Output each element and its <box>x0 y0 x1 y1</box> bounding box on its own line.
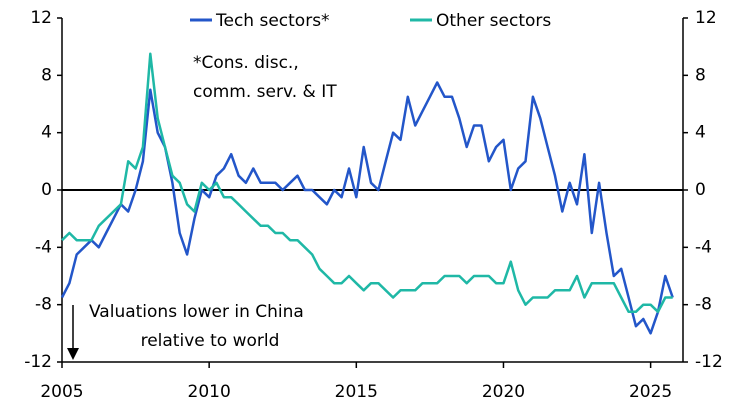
y2-tick-label: -4 <box>695 237 712 257</box>
y-tick-label: -8 <box>35 295 52 315</box>
series-line <box>61 52 673 314</box>
y2-tick-label: 12 <box>695 8 717 28</box>
arrow-head <box>67 348 79 360</box>
y-tick-label: 4 <box>41 123 52 143</box>
y2-tick-label: 8 <box>695 65 706 85</box>
y-tick-label: -4 <box>35 237 52 257</box>
y2-tick-label: -12 <box>695 352 723 372</box>
annotation: *Cons. disc., <box>193 53 299 73</box>
annotation: comm. serv. & IT <box>193 82 337 102</box>
legend-label: Other sectors <box>436 11 551 31</box>
y-tick-label: -12 <box>24 352 52 372</box>
x-tick-label: 2015 <box>335 382 378 402</box>
y2-tick-label: 0 <box>695 180 706 200</box>
y-tick-label: 0 <box>41 180 52 200</box>
x-tick-label: 2020 <box>482 382 525 402</box>
legend-label: Tech sectors* <box>215 11 330 31</box>
x-tick-label: 2005 <box>40 382 83 402</box>
y-tick-label: 8 <box>41 65 52 85</box>
x-tick-label: 2025 <box>629 382 672 402</box>
series-line <box>60 81 674 335</box>
annotation: relative to world <box>141 331 280 351</box>
x-tick-label: 2010 <box>188 382 231 402</box>
y2-tick-label: 4 <box>695 123 706 143</box>
y2-tick-label: -8 <box>695 295 712 315</box>
annotation: Valuations lower in China <box>89 302 304 322</box>
y-tick-label: 12 <box>30 8 52 28</box>
